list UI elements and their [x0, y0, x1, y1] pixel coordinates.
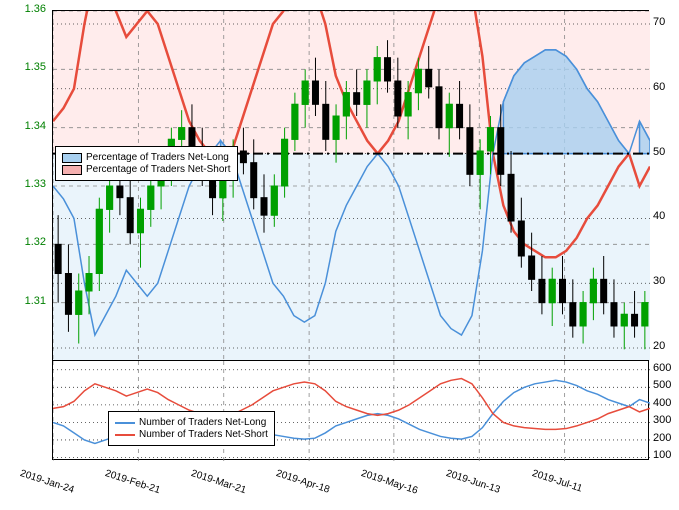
y-left-tick: 1.31	[25, 295, 46, 307]
x-tick: 2019-May-16	[359, 468, 418, 497]
y-right-upper-tick: 20	[653, 340, 665, 352]
y-right-upper-tick: 60	[653, 81, 665, 93]
y-right-lower-tick: 200	[653, 432, 671, 444]
legend-item: Percentage of Traders Net-Long	[62, 152, 231, 163]
y-right-lower-tick: 600	[653, 362, 671, 374]
legend-label: Percentage of Traders Net-Long	[86, 152, 229, 163]
lower-legend: Number of Traders Net-LongNumber of Trad…	[108, 411, 275, 446]
legend-swatch	[62, 153, 82, 163]
y-axis-right-lower: 100 200 300 400 500 600	[649, 360, 679, 460]
y-axis-right-upper: 20 30 40 50 60 70	[649, 10, 679, 360]
legend-label: Percentage of Traders Net-Short	[86, 164, 231, 175]
lower-chart-panel: Number of Traders Net-LongNumber of Trad…	[52, 360, 649, 460]
x-tick: 2019-Jun-13	[445, 468, 502, 496]
y-left-tick: 1.36	[25, 3, 46, 15]
chart-container: Percentage of Traders Net-LongPercentage…	[0, 0, 679, 510]
legend-item: Number of Traders Net-Short	[115, 429, 268, 440]
y-left-tick: 1.32	[25, 236, 46, 248]
x-tick: 2019-Apr-18	[275, 468, 331, 496]
x-tick: 2019-Jul-11	[530, 468, 583, 495]
x-tick: 2019-Feb-21	[104, 468, 162, 496]
legend-line-icon	[115, 434, 135, 436]
y-right-lower-tick: 500	[653, 379, 671, 391]
upper-legend: Percentage of Traders Net-LongPercentage…	[55, 146, 238, 181]
y-axis-left: 1.311.321.331.341.351.36	[0, 10, 50, 360]
y-right-upper-tick: 40	[653, 210, 665, 222]
y-right-upper-tick: 30	[653, 275, 665, 287]
upper-chart-svg	[53, 11, 650, 361]
y-left-tick: 1.35	[25, 61, 46, 73]
y-left-tick: 1.33	[25, 178, 46, 190]
legend-label: Number of Traders Net-Long	[139, 417, 266, 428]
legend-line-icon	[115, 422, 135, 424]
y-right-lower-tick: 300	[653, 414, 671, 426]
y-left-tick: 1.34	[25, 120, 46, 132]
legend-item: Number of Traders Net-Long	[115, 417, 268, 428]
y-right-upper-tick: 70	[653, 16, 665, 28]
x-axis: 2019-Jan-242019-Feb-212019-Mar-212019-Ap…	[52, 462, 649, 502]
y-right-upper-tick: 50	[653, 146, 665, 158]
legend-label: Number of Traders Net-Short	[139, 429, 268, 440]
legend-swatch	[62, 165, 82, 175]
y-right-lower-tick: 400	[653, 397, 671, 409]
x-tick: 2019-Jan-24	[19, 468, 76, 496]
y-right-lower-tick: 100	[653, 449, 671, 461]
upper-chart-panel: Percentage of Traders Net-LongPercentage…	[52, 10, 649, 360]
x-tick: 2019-Mar-21	[189, 468, 247, 496]
legend-item: Percentage of Traders Net-Short	[62, 164, 231, 175]
